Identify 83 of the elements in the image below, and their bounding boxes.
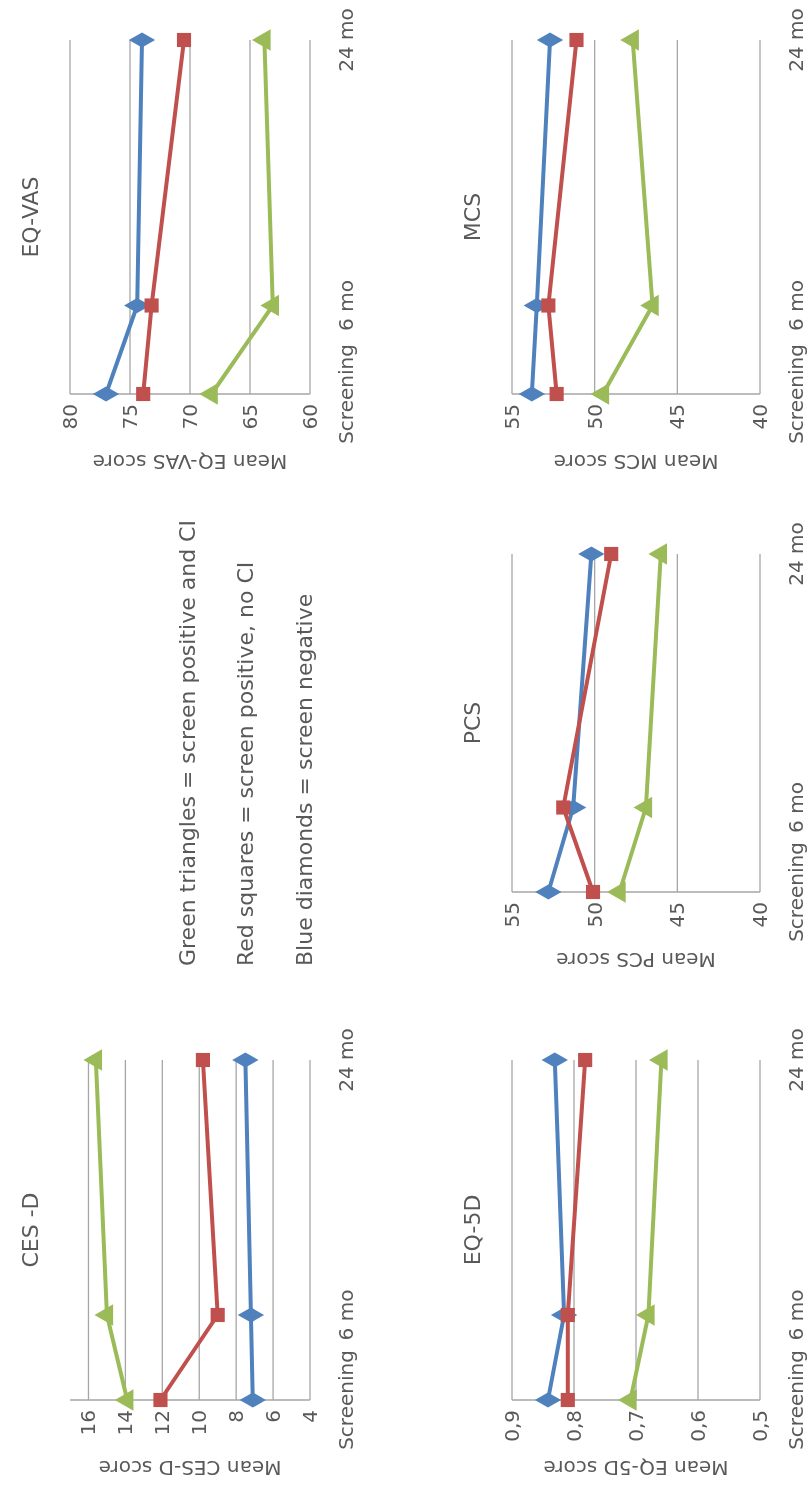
- point: [649, 1049, 668, 1071]
- x-axis-title: Mean PCS score: [556, 948, 716, 972]
- y-tick-label: Screening: [784, 344, 808, 444]
- y-tick-label: 24 mo: [784, 522, 808, 586]
- point: [578, 1052, 593, 1068]
- text: Red squares = screen positive, no CI: [233, 561, 258, 966]
- point: [94, 1304, 114, 1326]
- y-tick-label: 6 mo: [334, 1289, 358, 1341]
- x-axis-title: Mean EQ-5D score: [543, 1456, 729, 1480]
- point: [541, 298, 556, 313]
- point: [549, 386, 564, 402]
- point: [210, 1307, 225, 1323]
- x-tick-label: 50: [582, 404, 607, 430]
- point: [604, 546, 619, 562]
- x-tick-label: 0,6: [686, 1410, 710, 1442]
- point: [560, 1392, 575, 1408]
- x-tick-label: 14: [113, 1410, 138, 1436]
- x-tick-label: 0,5: [748, 1410, 772, 1442]
- x-tick-label: 0,8: [562, 1410, 586, 1442]
- y-tick-label: Screening: [784, 842, 808, 942]
- x-tick-label: 0,7: [624, 1410, 648, 1442]
- y-tick-label: 24 mo: [784, 8, 808, 72]
- x-tick-label: 10: [187, 1410, 212, 1436]
- y-tick-label: Screening: [334, 1350, 358, 1450]
- x-axis-title: Mean CES-D score: [98, 1456, 282, 1480]
- x-tick-label: 60: [298, 404, 322, 430]
- point: [153, 1392, 168, 1408]
- y-tick-label: 6 mo: [784, 280, 808, 331]
- point: [618, 1389, 637, 1411]
- x-tick-label: 70: [178, 404, 202, 430]
- point: [648, 543, 667, 565]
- point: [620, 29, 639, 51]
- x-tick-label: 40: [748, 902, 772, 928]
- x-tick-label: 55: [500, 902, 524, 928]
- point: [556, 800, 571, 815]
- y-tick-label: 24 mo: [334, 1028, 358, 1092]
- x-tick-label: 6: [261, 1410, 286, 1423]
- point: [607, 881, 626, 903]
- x-tick-label: 65: [238, 404, 262, 430]
- y-tick-label: 6 mo: [784, 1289, 808, 1341]
- x-axis-title: Mean EQ-VAS score: [92, 450, 288, 474]
- text: EQ-VAS: [17, 176, 43, 258]
- x-tick-label: 16: [76, 1410, 101, 1436]
- x-tick-label: 12: [150, 1410, 175, 1436]
- x-tick-label: 40: [748, 404, 772, 430]
- x-tick-label: 45: [665, 902, 690, 928]
- point: [83, 1049, 103, 1071]
- x-tick-label: 75: [118, 404, 142, 430]
- text: PCS: [459, 701, 485, 745]
- x-tick-label: 50: [582, 902, 607, 928]
- point: [144, 298, 159, 313]
- y-tick-label: 6 mo: [784, 782, 808, 833]
- y-tick-label: 24 mo: [334, 8, 358, 72]
- text: EQ-5D: [459, 1194, 485, 1266]
- point: [590, 383, 610, 405]
- y-tick-label: 6 mo: [334, 280, 358, 331]
- point: [136, 386, 151, 402]
- x-tick-label: 45: [665, 404, 690, 430]
- point: [640, 294, 659, 317]
- y-tick-label: 24 mo: [784, 1028, 808, 1092]
- x-tick-label: 0,9: [500, 1410, 524, 1442]
- x-tick-label: 55: [500, 404, 524, 430]
- point: [560, 1307, 575, 1323]
- text: MCS: [459, 192, 485, 242]
- x-tick-label: 8: [224, 1410, 249, 1423]
- y-tick-label: Screening: [784, 1350, 808, 1450]
- point: [114, 1389, 134, 1411]
- point: [635, 1304, 655, 1326]
- point: [260, 294, 279, 317]
- x-axis-title: Mean MCS score: [553, 450, 719, 474]
- text: Green triangles = screen positive and CI: [174, 520, 200, 966]
- text: Blue diamonds = screen negative: [291, 593, 317, 966]
- point: [199, 383, 218, 405]
- point: [195, 1052, 210, 1068]
- point: [176, 32, 192, 48]
- x-tick-label: 4: [298, 1410, 322, 1423]
- x-tick-label: 80: [58, 404, 82, 430]
- y-tick-label: Screening: [334, 344, 358, 444]
- point: [251, 29, 271, 51]
- point: [585, 884, 601, 900]
- text: CES -D: [17, 1192, 43, 1268]
- point: [633, 796, 653, 819]
- point: [569, 32, 584, 48]
